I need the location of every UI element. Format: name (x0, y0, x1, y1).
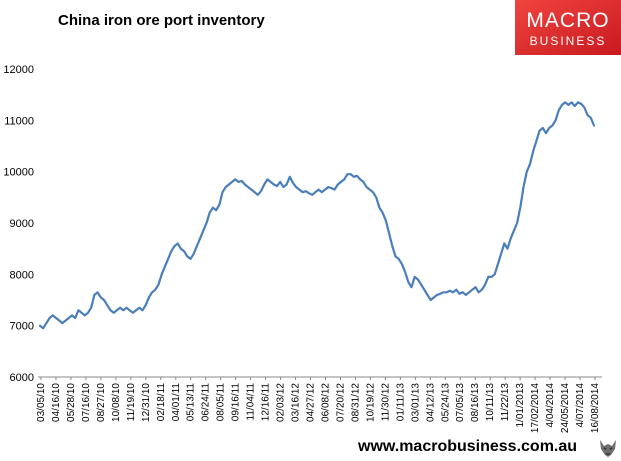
logo-line2: BUSINESS (529, 34, 607, 48)
x-tick-label: 01/11/13 (395, 383, 406, 422)
x-tick-label: 04/16/10 (51, 383, 62, 422)
series-lines (38, 101, 596, 330)
chart-title: China iron ore port inventory (58, 12, 265, 29)
y-tick-label: 12000 (3, 64, 34, 76)
logo-background (515, 0, 621, 55)
x-tick-label: 11/30/12 (380, 383, 391, 422)
x-tick-label: 05/28/10 (66, 383, 77, 422)
x-tick-label: 24/05/2014 (560, 383, 571, 433)
x-axis-ticks: 03/05/10 04/16/10 05/28/10 07/16/10 08/27/10… (36, 377, 601, 433)
x-tick-label: 05/24/13 (440, 383, 451, 422)
x-tick-label: 02/03/12 (276, 383, 287, 422)
x-tick-label: 09/16/11 (231, 383, 242, 422)
y-axis-ticks: 6000 7000 8000 9000 10000 11000 12000 (3, 64, 34, 384)
macrobusiness-logo: MACRO BUSINESS (515, 0, 621, 55)
x-tick-label: 06/08/12 (320, 383, 331, 422)
x-tick-label: 07/20/12 (335, 383, 346, 422)
x-tick-label: 10/08/10 (111, 383, 122, 422)
x-tick-label: 10/19/12 (365, 383, 376, 422)
y-tick-label: 7000 (10, 321, 34, 333)
x-tick-label: 11/22/13 (500, 383, 511, 422)
series-line (38, 101, 596, 330)
x-tick-label: 11/19/10 (126, 383, 137, 422)
wolf-icon (597, 437, 619, 459)
x-tick-label: 04/12/13 (425, 383, 436, 422)
x-tick-label: 03/05/10 (36, 383, 47, 422)
x-tick-label: 04/01/11 (171, 383, 182, 422)
x-tick-label: 08/16/13 (470, 383, 481, 422)
x-tick-label: 17/02/2014 (530, 383, 541, 433)
x-tick-label: 07/05/13 (455, 383, 466, 422)
x-tick-label: 05/13/11 (186, 383, 197, 422)
logo-line1: MACRO (526, 9, 610, 32)
x-tick-label: 08/31/12 (350, 383, 361, 422)
x-tick-label: 12/16/11 (261, 383, 272, 422)
x-tick-label: 16/08/2014 (590, 383, 601, 433)
website-url[interactable]: www.macrobusiness.com.au (358, 438, 578, 455)
y-tick-label: 6000 (10, 372, 34, 384)
x-tick-label: 11/04/11 (246, 383, 257, 421)
x-tick-label: 12/31/10 (141, 383, 152, 422)
y-tick-label: 8000 (10, 269, 34, 281)
x-tick-label: 08/27/10 (96, 383, 107, 422)
x-tick-label: 04/27/12 (306, 383, 317, 422)
x-tick-label: 07/16/10 (81, 383, 92, 422)
x-tick-label: 10/11/13 (485, 383, 496, 422)
y-tick-label: 9000 (10, 218, 34, 230)
x-tick-label: 02/18/11 (156, 383, 167, 422)
x-tick-label: 4/07/2014 (575, 383, 586, 428)
x-tick-label: 03/01/13 (410, 383, 421, 422)
x-tick-label: 06/24/11 (201, 383, 212, 422)
x-tick-label: 4/04/2014 (545, 383, 556, 428)
x-tick-label: 1/01/2013 (515, 383, 526, 428)
y-tick-label: 10000 (3, 167, 34, 179)
x-tick-label: 08/05/11 (216, 383, 227, 422)
y-tick-label: 11000 (4, 115, 34, 127)
x-tick-label: 03/16/12 (291, 383, 302, 422)
